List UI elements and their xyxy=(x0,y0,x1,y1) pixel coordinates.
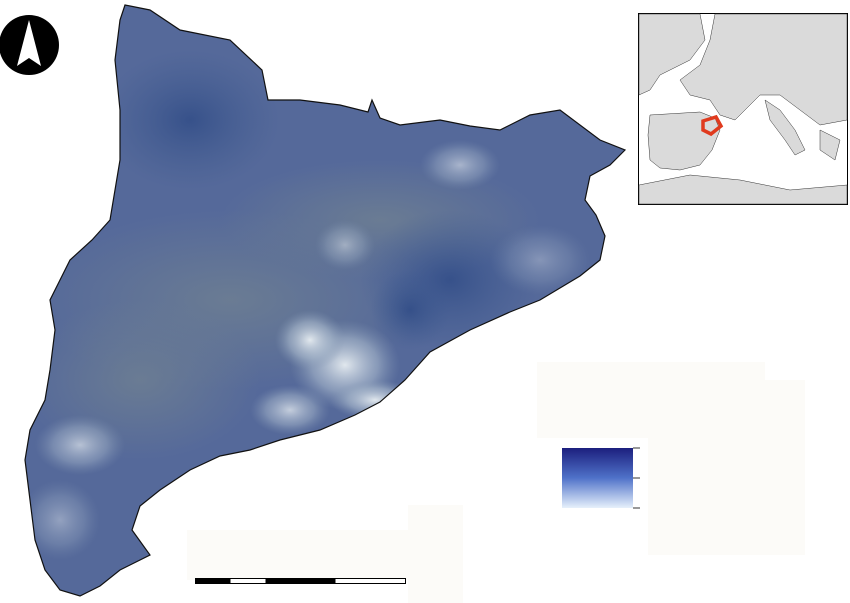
scale-panel xyxy=(187,530,408,580)
scale-panel xyxy=(408,505,463,603)
region-surface xyxy=(25,5,625,596)
legend-ramp xyxy=(562,447,640,509)
legend-panel xyxy=(648,380,805,555)
scale-bar xyxy=(195,578,406,584)
north-arrow xyxy=(0,15,59,75)
inset-map xyxy=(638,13,848,205)
region-outline xyxy=(24,4,627,597)
